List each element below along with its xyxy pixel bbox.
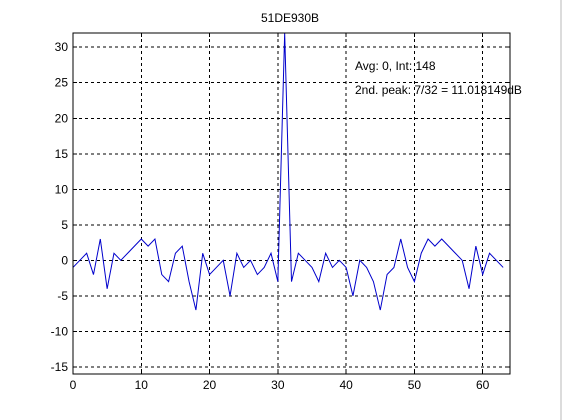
x-tick-label: 60 <box>476 378 490 392</box>
annotation-second-peak: 2nd. peak: 7/32 = 11.018149dB <box>355 83 522 97</box>
series-line <box>72 32 504 311</box>
axes-box <box>72 32 511 375</box>
y-tick-labels: -15 -10 -5 0 5 10 15 20 25 30 <box>51 40 69 374</box>
x-tick-label: 10 <box>135 378 149 392</box>
plot-area-background <box>73 33 510 374</box>
x-tick-label: 50 <box>408 378 422 392</box>
y-tick-label: -5 <box>57 289 68 303</box>
y-tick-label: 20 <box>55 111 69 125</box>
axes-frame <box>72 32 511 375</box>
annotation-average: Avg: 0, Int: 148 <box>355 59 436 73</box>
x-tick-labels: 0 10 20 30 40 50 60 <box>70 378 490 392</box>
x-tick-label: 30 <box>271 378 285 392</box>
y-tick-label: 25 <box>55 76 69 90</box>
x-tick-label: 20 <box>203 378 217 392</box>
grid-lines <box>73 33 510 374</box>
y-tick-label: -10 <box>51 324 69 338</box>
tick-marks <box>72 33 510 374</box>
y-tick-label: -15 <box>51 360 69 374</box>
chart-title: 51DE930B <box>261 11 319 25</box>
x-tick-label: 40 <box>339 378 353 392</box>
y-tick-label: 15 <box>55 147 69 161</box>
y-tick-label: 10 <box>55 182 69 196</box>
y-tick-label: 30 <box>55 40 69 54</box>
plot-area <box>73 33 510 374</box>
y-tick-label: 0 <box>61 253 68 267</box>
series-group <box>72 32 504 311</box>
y-tick-label: 5 <box>61 218 68 232</box>
x-tick-label: 0 <box>70 378 77 392</box>
